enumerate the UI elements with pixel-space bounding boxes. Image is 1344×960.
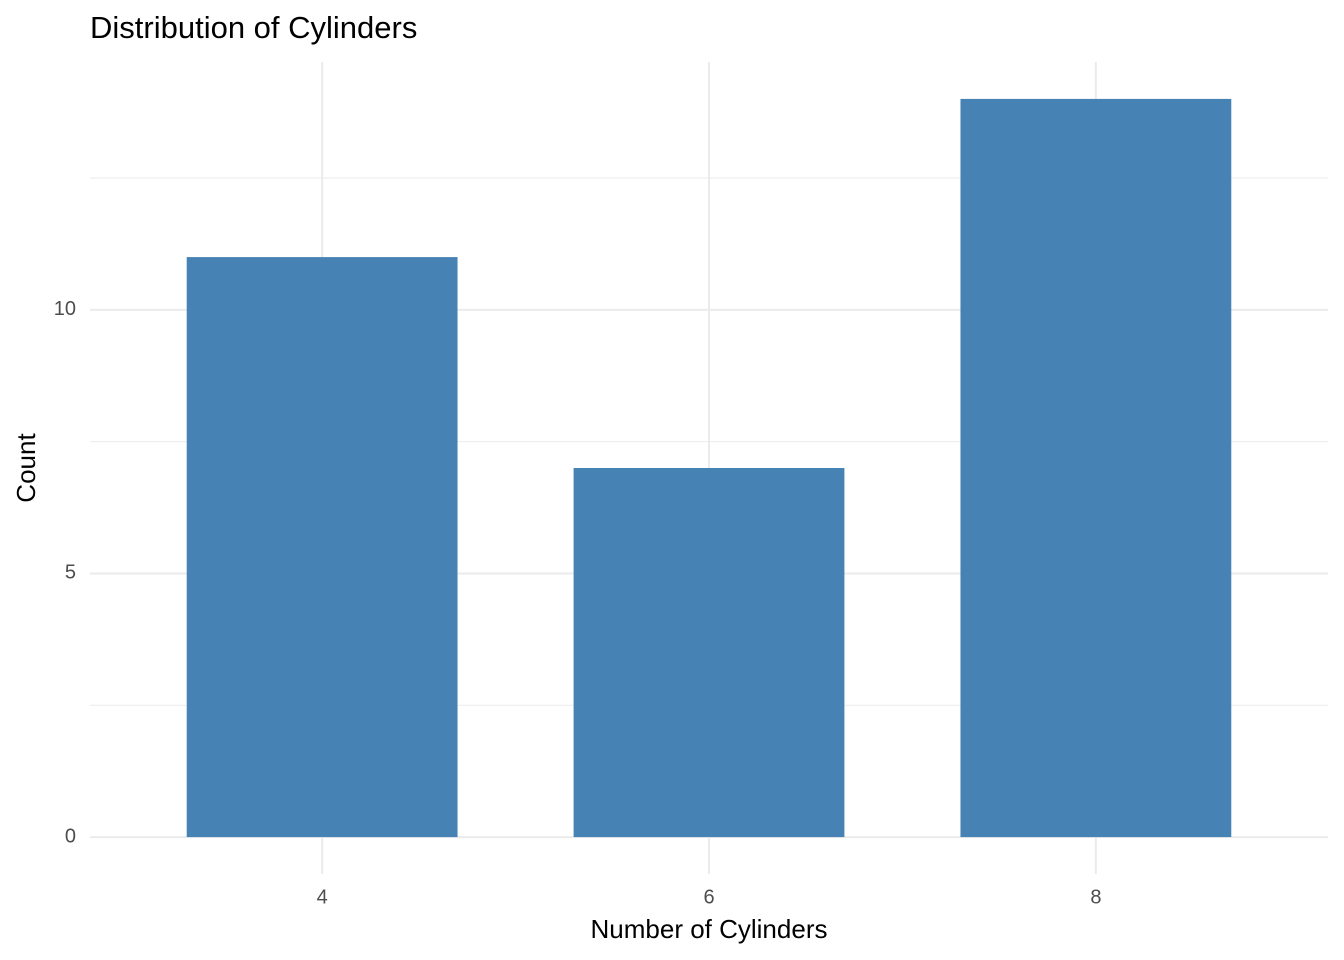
y-tick-label: 0 xyxy=(65,825,76,847)
y-tick-label: 10 xyxy=(54,298,76,320)
x-tick-label: 4 xyxy=(317,886,328,908)
x-tick-label: 8 xyxy=(1090,886,1101,908)
x-axis-title: Number of Cylinders xyxy=(591,914,828,944)
chart-title: Distribution of Cylinders xyxy=(90,10,417,45)
x-tick-label: 6 xyxy=(703,886,714,908)
y-axis-title: Count xyxy=(11,433,41,503)
bar xyxy=(960,98,1232,838)
bar xyxy=(186,257,458,838)
y-tick-label: 5 xyxy=(65,562,76,584)
bar xyxy=(573,468,845,838)
